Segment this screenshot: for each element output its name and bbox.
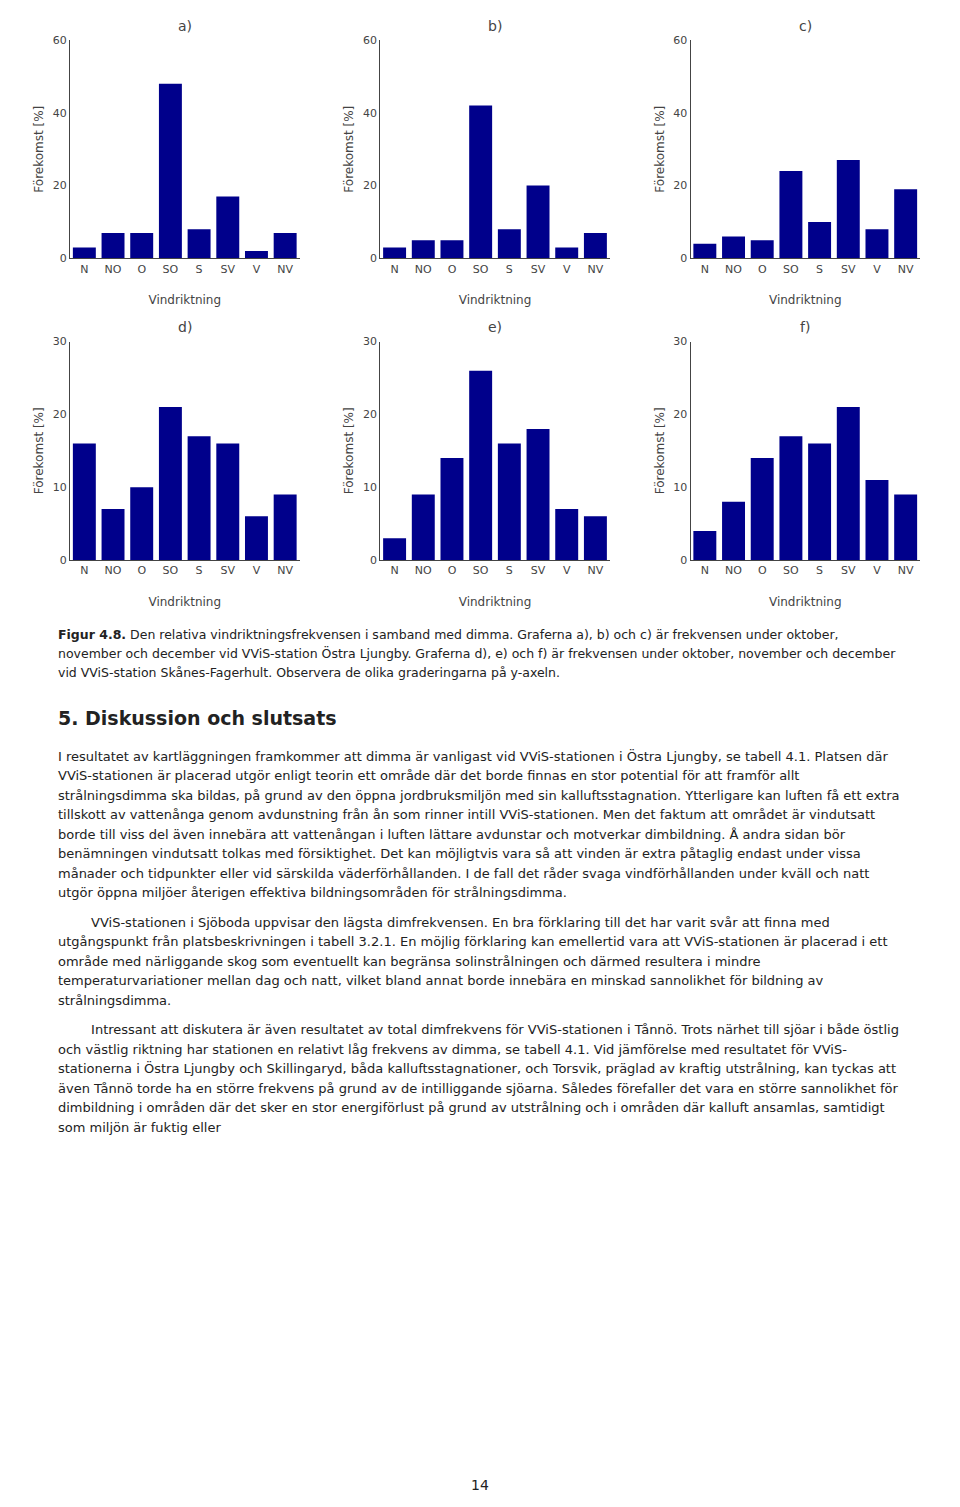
svg-text:S: S: [816, 564, 823, 577]
svg-text:O: O: [758, 263, 767, 276]
svg-text:SO: SO: [783, 263, 799, 276]
svg-text:O: O: [758, 564, 767, 577]
svg-text:Vindriktning: Vindriktning: [459, 293, 532, 307]
svg-text:e): e): [488, 319, 502, 335]
svg-text:Förekomst [%]: Förekomst [%]: [653, 106, 667, 193]
svg-text:N: N: [80, 564, 88, 577]
svg-text:40: 40: [363, 107, 377, 120]
svg-text:0: 0: [370, 252, 377, 265]
svg-text:0: 0: [680, 554, 687, 567]
svg-text:O: O: [137, 564, 146, 577]
svg-text:V: V: [563, 263, 571, 276]
svg-text:O: O: [137, 263, 146, 276]
svg-text:NO: NO: [725, 263, 742, 276]
svg-text:d): d): [178, 319, 192, 335]
svg-text:10: 10: [363, 481, 377, 494]
svg-text:20: 20: [673, 179, 687, 192]
svg-text:NO: NO: [415, 263, 432, 276]
svg-text:Förekomst [%]: Förekomst [%]: [32, 407, 46, 494]
svg-text:S: S: [196, 263, 203, 276]
svg-text:N: N: [390, 564, 398, 577]
svg-text:V: V: [873, 263, 881, 276]
svg-text:c): c): [799, 18, 812, 34]
html-text:Intressant att diskutera är äv: Intressant att diskutera är även resulta…: [58, 1022, 899, 1135]
svg-text:N: N: [80, 263, 88, 276]
svg-text:NV: NV: [588, 564, 604, 577]
svg-text:SV: SV: [221, 564, 236, 577]
html-text:I resultatet av kartläggningen: I resultatet av kartläggningen framkomme…: [58, 748, 900, 901]
svg-text:S: S: [506, 263, 513, 276]
svg-text:10: 10: [53, 481, 67, 494]
svg-text:b): b): [488, 18, 502, 34]
svg-text:Förekomst [%]: Förekomst [%]: [342, 407, 356, 494]
svg-text:SO: SO: [473, 564, 489, 577]
svg-text:SO: SO: [163, 263, 179, 276]
svg-text:20: 20: [363, 408, 377, 421]
svg-text:30: 30: [53, 335, 67, 348]
svg-text:NV: NV: [588, 263, 604, 276]
svg-text:SO: SO: [783, 564, 799, 577]
svg-text:Vindriktning: Vindriktning: [148, 595, 221, 609]
html-text:5. Diskussion och slutsats: 5. Diskussion och slutsats: [58, 707, 337, 730]
html-text:14: 14: [471, 1477, 489, 1493]
svg-text:60: 60: [363, 34, 377, 47]
svg-text:10: 10: [673, 481, 687, 494]
svg-text:SV: SV: [841, 263, 856, 276]
svg-text:V: V: [253, 263, 261, 276]
svg-text:S: S: [816, 263, 823, 276]
svg-text:SV: SV: [841, 564, 856, 577]
svg-text:20: 20: [53, 179, 67, 192]
svg-text:SV: SV: [531, 564, 546, 577]
svg-text:S: S: [196, 564, 203, 577]
html-text:Figur 4.8. Den relativa vindri: Figur 4.8. Den relativa vindriktningsfre…: [58, 627, 896, 680]
svg-text:Förekomst [%]: Förekomst [%]: [342, 106, 356, 193]
svg-text:NO: NO: [105, 564, 122, 577]
svg-text:NV: NV: [898, 263, 914, 276]
svg-text:60: 60: [53, 34, 67, 47]
svg-text:NV: NV: [277, 564, 293, 577]
svg-text:Vindriktning: Vindriktning: [769, 595, 842, 609]
svg-text:SV: SV: [221, 263, 236, 276]
svg-text:SV: SV: [531, 263, 546, 276]
svg-text:O: O: [448, 564, 457, 577]
svg-text:Förekomst [%]: Förekomst [%]: [32, 106, 46, 193]
svg-text:NO: NO: [105, 263, 122, 276]
svg-text:40: 40: [53, 107, 67, 120]
svg-text:20: 20: [363, 179, 377, 192]
svg-text:NO: NO: [415, 564, 432, 577]
svg-text:Vindriktning: Vindriktning: [459, 595, 532, 609]
svg-text:30: 30: [363, 335, 377, 348]
svg-text:NO: NO: [725, 564, 742, 577]
svg-text:0: 0: [60, 252, 67, 265]
svg-text:0: 0: [370, 554, 377, 567]
svg-text:V: V: [873, 564, 881, 577]
svg-text:Förekomst [%]: Förekomst [%]: [653, 407, 667, 494]
svg-text:N: N: [701, 564, 709, 577]
svg-text:0: 0: [60, 554, 67, 567]
svg-text:0: 0: [680, 252, 687, 265]
svg-text:40: 40: [673, 107, 687, 120]
svg-text:f): f): [800, 319, 810, 335]
svg-text:SO: SO: [163, 564, 179, 577]
svg-text:N: N: [390, 263, 398, 276]
svg-text:V: V: [563, 564, 571, 577]
svg-text:30: 30: [673, 335, 687, 348]
svg-text:V: V: [253, 564, 261, 577]
svg-text:20: 20: [673, 408, 687, 421]
html-text:VViS-stationen i Sjöboda uppvi: VViS-stationen i Sjöboda uppvisar den lä…: [58, 914, 888, 1008]
svg-text:60: 60: [673, 34, 687, 47]
svg-text:N: N: [701, 263, 709, 276]
svg-text:Vindriktning: Vindriktning: [148, 293, 221, 307]
svg-text:O: O: [448, 263, 457, 276]
svg-text:a): a): [178, 18, 192, 34]
svg-text:NV: NV: [898, 564, 914, 577]
svg-text:S: S: [506, 564, 513, 577]
svg-text:SO: SO: [473, 263, 489, 276]
svg-text:20: 20: [53, 408, 67, 421]
svg-text:NV: NV: [277, 263, 293, 276]
svg-text:Vindriktning: Vindriktning: [769, 293, 842, 307]
